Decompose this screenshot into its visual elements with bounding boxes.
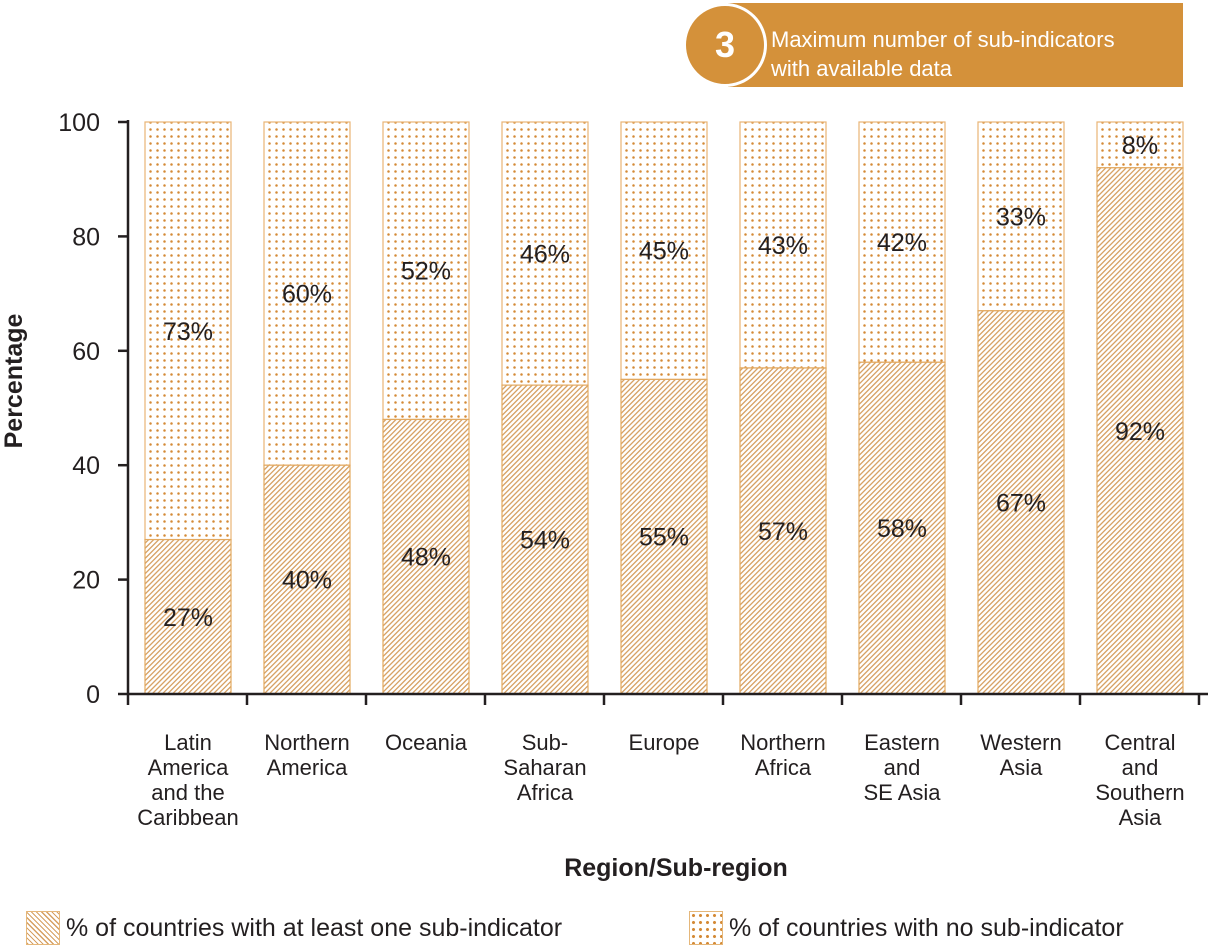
bar-no-sub-indicator-7 xyxy=(977,121,1065,312)
bar-at-least-one-6 xyxy=(858,361,946,695)
x-tick-label-3-2: Africa xyxy=(517,780,574,805)
data-label-at-least-one-0: 27% xyxy=(163,604,213,632)
y-axis-label: Percentage xyxy=(0,314,28,449)
data-label-no-sub-indicator-5: 43% xyxy=(758,232,808,260)
bar-no-sub-indicator-5 xyxy=(739,121,827,369)
y-tick-label-3: 60 xyxy=(72,338,100,366)
x-tick-label-8-3: Asia xyxy=(1119,805,1163,830)
x-tick-label-3-1: Saharan xyxy=(503,755,586,780)
x-tick-label-8-0: Central xyxy=(1105,730,1176,755)
bar-at-least-one-1 xyxy=(263,464,351,695)
data-label-at-least-one-3: 54% xyxy=(520,527,570,555)
legend-swatch-hatched xyxy=(26,911,60,945)
data-label-no-sub-indicator-0: 73% xyxy=(163,318,213,346)
badge-number: 3 xyxy=(714,24,736,65)
bar-no-sub-indicator-0 xyxy=(144,121,232,541)
data-label-at-least-one-6: 58% xyxy=(877,515,927,543)
bar-at-least-one-3 xyxy=(501,384,589,695)
bar-no-sub-indicator-8 xyxy=(1096,121,1184,169)
x-tick-label-1-0: Northern xyxy=(264,730,350,755)
x-tick-label-8-2: Southern xyxy=(1095,780,1184,805)
x-tick-label-2-0: Oceania xyxy=(385,730,468,755)
legend-swatch-dotted xyxy=(689,911,723,945)
x-tick-label-6-1: and xyxy=(884,755,921,780)
x-tick-label-3-0: Sub- xyxy=(522,730,568,755)
bar-no-sub-indicator-6 xyxy=(858,121,946,363)
x-tick-label-0-1: America xyxy=(148,755,229,780)
data-label-no-sub-indicator-4: 45% xyxy=(639,238,689,266)
x-tick-label-4-0: Europe xyxy=(629,730,700,755)
x-tick-label-7-1: Asia xyxy=(1000,755,1044,780)
bar-at-least-one-2 xyxy=(382,418,470,695)
data-label-no-sub-indicator-6: 42% xyxy=(877,229,927,257)
x-tick-label-0-0: Latin xyxy=(164,730,212,755)
x-tick-label-5-1: Africa xyxy=(755,755,812,780)
y-tick-label-4: 80 xyxy=(72,223,100,251)
data-label-at-least-one-1: 40% xyxy=(282,567,332,595)
legend-item-at-least-one: % of countries with at least one sub-ind… xyxy=(26,909,562,947)
bar-at-least-one-0 xyxy=(144,538,232,695)
data-label-at-least-one-8: 92% xyxy=(1115,418,1165,446)
bar-at-least-one-7 xyxy=(977,310,1065,695)
data-label-no-sub-indicator-1: 60% xyxy=(282,281,332,309)
data-label-at-least-one-5: 57% xyxy=(758,518,808,546)
x-tick-label-0-2: and the xyxy=(151,780,224,805)
data-label-no-sub-indicator-2: 52% xyxy=(401,258,451,286)
badge-caption: Maximum number of sub-indicators with av… xyxy=(771,25,1115,83)
legend-label-no-sub-indicator: % of countries with no sub-indicator xyxy=(729,913,1124,942)
legend-label-at-least-one: % of countries with at least one sub-ind… xyxy=(66,913,563,942)
bar-at-least-one-4 xyxy=(620,378,708,695)
badge-caption-line-2: with available data xyxy=(771,56,953,81)
x-axis-label: Region/Sub-region xyxy=(564,854,788,882)
x-tick-label-1-1: America xyxy=(267,755,348,780)
x-tick-label-6-2: SE Asia xyxy=(863,780,941,805)
bar-no-sub-indicator-1 xyxy=(263,121,351,466)
data-label-at-least-one-2: 48% xyxy=(401,544,451,572)
y-tick-label-1: 20 xyxy=(72,567,100,595)
data-label-no-sub-indicator-3: 46% xyxy=(520,241,570,269)
badge-circle: 3 xyxy=(683,3,767,87)
y-tick-label-2: 40 xyxy=(72,452,100,480)
x-tick-label-7-0: Western xyxy=(980,730,1062,755)
data-label-no-sub-indicator-7: 33% xyxy=(996,203,1046,231)
data-label-at-least-one-7: 67% xyxy=(996,489,1046,517)
bar-no-sub-indicator-2 xyxy=(382,121,470,421)
legend-item-no-sub-indicator: % of countries with no sub-indicator xyxy=(689,909,1124,947)
badge: 3 Maximum number of sub-indicators with … xyxy=(683,3,1183,87)
x-tick-label-8-1: and xyxy=(1122,755,1159,780)
y-tick-label-0: 0 xyxy=(86,681,100,709)
data-label-no-sub-indicator-8: 8% xyxy=(1122,132,1158,160)
bar-at-least-one-8 xyxy=(1096,167,1184,695)
badge-caption-line-1: Maximum number of sub-indicators xyxy=(771,27,1115,52)
data-label-at-least-one-4: 55% xyxy=(639,524,689,552)
badge-background xyxy=(728,3,1183,87)
x-tick-label-5-0: Northern xyxy=(740,730,826,755)
x-tick-label-6-0: Eastern xyxy=(864,730,940,755)
y-tick-label-5: 100 xyxy=(58,109,100,137)
x-tick-label-0-3: Caribbean xyxy=(137,805,239,830)
bar-at-least-one-5 xyxy=(739,367,827,695)
